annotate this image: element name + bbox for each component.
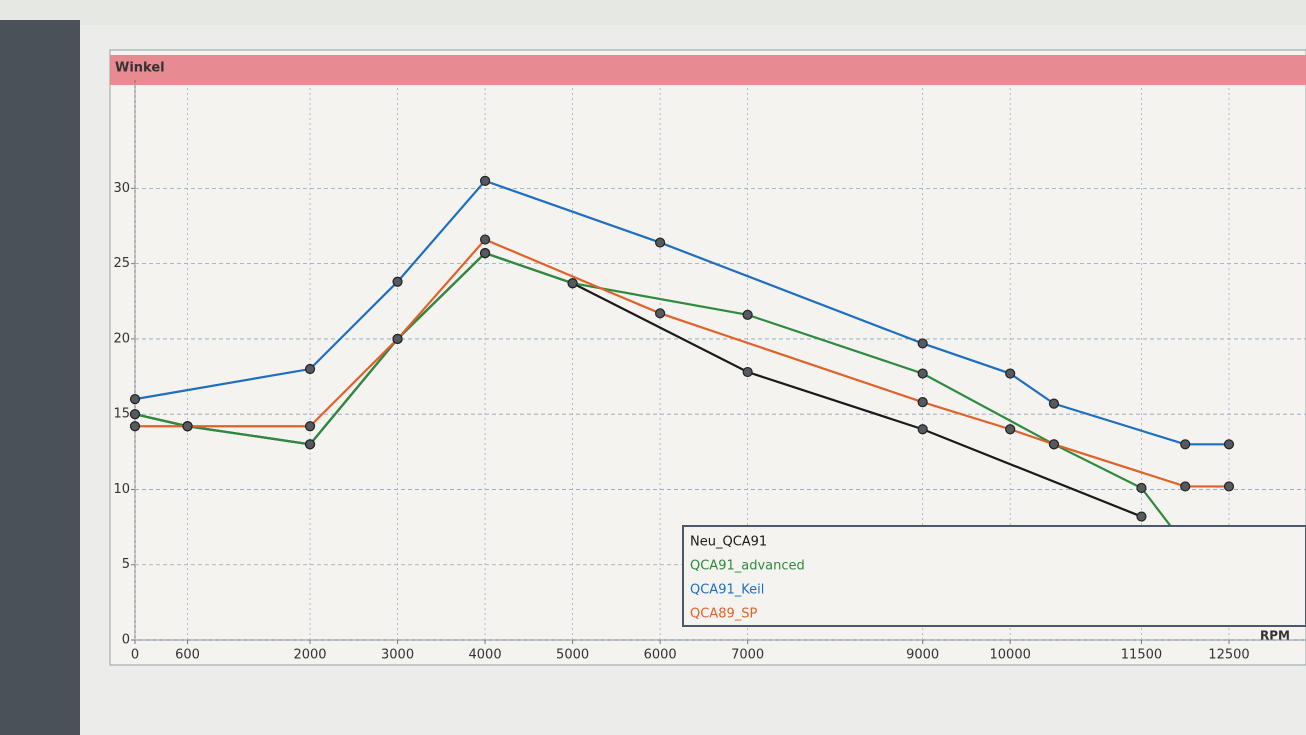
point	[655, 237, 666, 248]
point	[917, 397, 928, 408]
point	[1180, 481, 1191, 492]
point	[129, 409, 141, 420]
x-tick-label: 10000	[990, 648, 1031, 663]
point	[304, 363, 316, 375]
legend-entry: Neu_QCA91	[690, 535, 767, 550]
x-tick-label: 7000	[731, 648, 764, 663]
x-tick-label: 4000	[469, 648, 502, 663]
point	[304, 421, 316, 432]
point	[1005, 368, 1016, 379]
x-tick-label: 9000	[906, 648, 939, 663]
title-band	[110, 55, 1306, 85]
y-tick-label: 25	[113, 256, 130, 271]
point	[392, 333, 403, 345]
point	[479, 248, 491, 259]
x-tick-label: 0	[131, 648, 139, 663]
point	[1048, 398, 1060, 409]
point	[1223, 439, 1235, 450]
point	[655, 308, 666, 319]
y-tick-label: 5	[122, 557, 130, 572]
point	[1136, 482, 1147, 494]
y-tick-label: 15	[113, 407, 130, 422]
x-tick-label: 2000	[293, 648, 326, 663]
x-tick-label: 11500	[1121, 648, 1162, 663]
point	[1136, 511, 1147, 522]
point	[479, 234, 491, 245]
point	[742, 309, 753, 320]
point	[1048, 439, 1060, 450]
point	[917, 368, 928, 379]
legend-box	[682, 525, 1306, 627]
point	[129, 421, 141, 432]
x-tick-label: 12500	[1208, 648, 1249, 663]
point	[129, 394, 141, 405]
x-tick-label: 600	[175, 648, 200, 663]
point	[479, 175, 491, 186]
point	[917, 424, 928, 435]
side-panel	[0, 20, 80, 735]
legend-entry: QCA91_Keil	[690, 583, 764, 598]
x-tick-label: 3000	[381, 648, 414, 663]
y-tick-label: 10	[113, 482, 130, 497]
point	[182, 421, 193, 432]
point	[567, 278, 578, 289]
point	[1180, 439, 1191, 450]
x-axis-label: RPM	[1260, 629, 1290, 643]
point	[1005, 424, 1016, 435]
point	[392, 276, 403, 287]
legend-entry: QCA89_SP	[690, 607, 757, 622]
legend-entry: QCA91_advanced	[690, 559, 805, 574]
x-tick-label: 6000	[644, 648, 677, 663]
series-line	[134, 179, 1229, 446]
point	[742, 366, 753, 378]
point	[917, 338, 928, 349]
y-tick-label: 0	[122, 633, 130, 648]
point	[1223, 481, 1235, 492]
y-tick-label: 20	[113, 331, 130, 346]
chart-title: Winkel	[115, 61, 165, 76]
y-tick-label: 30	[113, 181, 130, 196]
series-line	[134, 251, 1229, 547]
point	[304, 439, 316, 450]
x-tick-label: 5000	[556, 648, 589, 663]
